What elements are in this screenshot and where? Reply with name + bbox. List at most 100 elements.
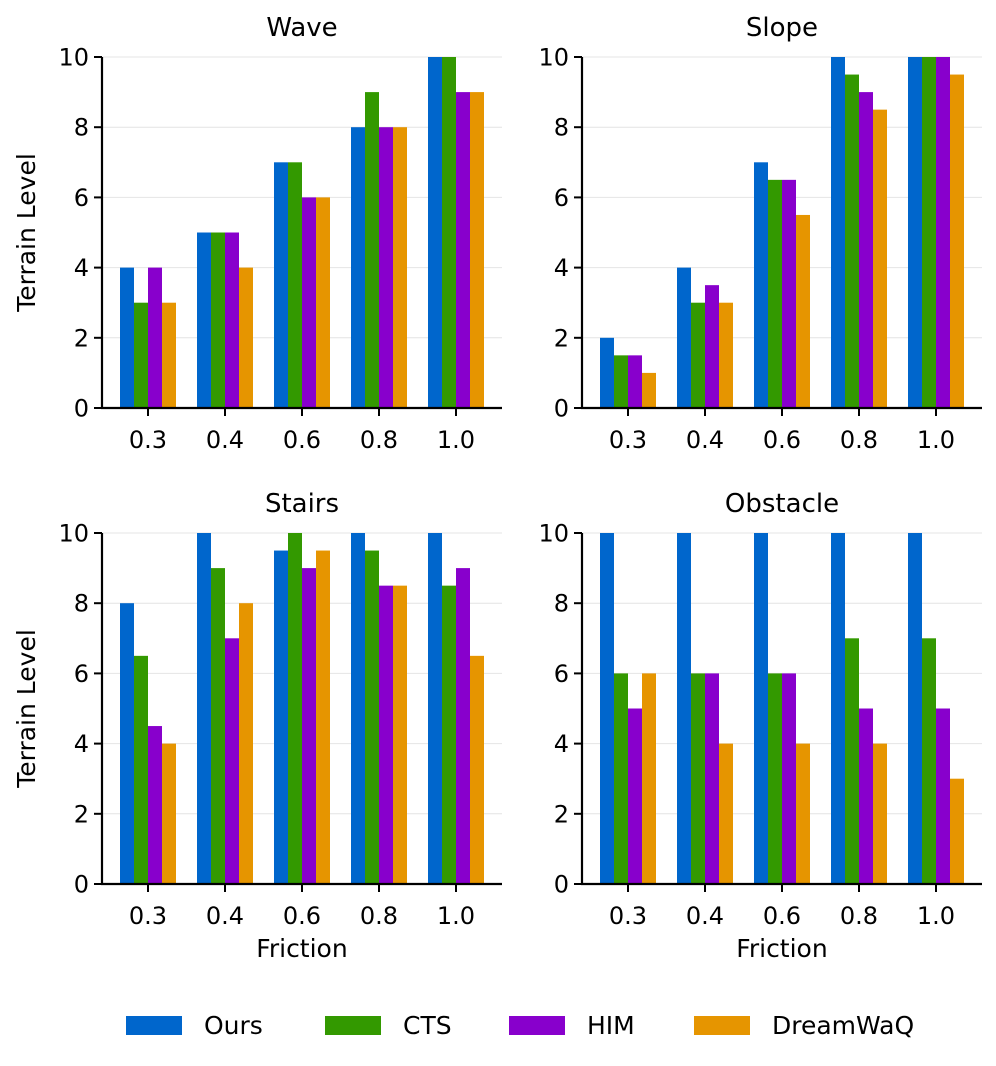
y-tick-label: 2 [554,800,569,828]
y-tick-label: 8 [74,590,89,618]
y-tick-label: 6 [74,184,89,212]
bar-stairs-him-0-6 [302,568,316,884]
bar-obstacle-ours-0-4 [677,533,691,884]
bar-stairs-cts-0-8 [365,550,379,884]
x-tick-label: 0.4 [206,426,244,454]
bar-slope-him-1-0 [936,57,950,408]
bar-stairs-dreamwaq-1-0 [470,655,484,884]
y-tick-label: 6 [554,660,569,688]
bar-obstacle-cts-1-0 [922,638,936,884]
legend-swatch [325,1016,381,1035]
x-tick-label: 0.4 [686,426,724,454]
bar-obstacle-him-0-8 [859,708,873,884]
x-tick-label: 0.8 [360,902,398,930]
y-tick-label: 2 [74,800,89,828]
bar-slope-cts-1-0 [922,57,936,408]
bar-slope-dreamwaq-0-8 [873,109,887,409]
bar-stairs-cts-0-6 [288,533,302,884]
bar-obstacle-dreamwaq-0-6 [796,743,810,884]
x-tick-label: 1.0 [917,426,955,454]
bar-obstacle-dreamwaq-0-8 [873,743,887,884]
y-tick-label: 10 [538,44,569,72]
x-tick-label: 0.3 [129,902,167,930]
bar-obstacle-dreamwaq-1-0 [950,778,964,884]
bar-obstacle-ours-1-0 [908,533,922,884]
x-tick-label: 0.8 [840,426,878,454]
bar-stairs-him-0-8 [379,585,393,884]
y-tick-label: 4 [74,254,89,282]
bar-obstacle-cts-0-6 [768,673,782,884]
x-tick-label: 0.6 [283,902,321,930]
bar-wave-him-0-4 [225,232,239,408]
bar-slope-him-0-6 [782,179,796,408]
y-tick-label: 8 [554,590,569,618]
bar-stairs-dreamwaq-0-6 [316,550,330,884]
bar-wave-cts-0-8 [365,92,379,408]
bar-wave-ours-0-8 [351,127,365,408]
legend: Ours CTS HIM DreamWaQ [126,1011,914,1040]
y-tick-label: 2 [74,324,89,352]
bar-slope-dreamwaq-0-6 [796,214,810,408]
y-axis-label: Terrain Level [12,629,41,789]
bar-wave-cts-0-6 [288,162,302,408]
bar-wave-him-1-0 [456,92,470,408]
bar-wave-cts-0-4 [211,232,225,408]
bar-stairs-dreamwaq-0-3 [162,743,176,884]
panel-obstacle: 0.3 0.4 0.6 0.8 1.0 0 2 4 6 8 10 Obstacle Friction [538,489,982,963]
bar-wave-ours-0-3 [120,267,134,408]
bar-obstacle-him-0-6 [782,673,796,884]
bar-stairs-ours-0-3 [120,603,134,884]
legend-item-him: HIM [509,1011,635,1040]
bar-obstacle-cts-0-3 [614,673,628,884]
panel-stairs: 0.3 0.4 0.6 0.8 1.0 0 2 4 6 8 10 Stairs Terrain Leve… [12,489,502,963]
x-tick-label: 0.4 [206,902,244,930]
bar-stairs-ours-1-0 [428,533,442,884]
bar-wave-cts-1-0 [442,57,456,408]
x-tick-label: 0.3 [129,426,167,454]
bar-slope-cts-0-3 [614,355,628,408]
legend-item-dreamwaq: DreamWaQ [694,1011,914,1040]
bar-wave-dreamwaq-0-4 [239,267,253,408]
bar-obstacle-dreamwaq-0-3 [642,673,656,884]
y-tick-label: 10 [538,520,569,548]
x-tick-label: 0.3 [609,426,647,454]
bar-wave-ours-1-0 [428,57,442,408]
bar-slope-him-0-8 [859,92,873,408]
bar-stairs-ours-0-8 [351,533,365,884]
bar-stairs-him-0-4 [225,638,239,884]
y-tick-label: 8 [74,114,89,142]
x-tick-label: 0.8 [360,426,398,454]
bar-stairs-ours-0-4 [197,533,211,884]
bar-stairs-cts-0-4 [211,568,225,884]
bar-slope-dreamwaq-1-0 [950,74,964,409]
legend-swatch [509,1016,565,1035]
x-tick-label: 1.0 [437,902,475,930]
x-tick-label: 0.6 [283,426,321,454]
bar-slope-cts-0-6 [768,179,782,408]
bar-obstacle-cts-0-8 [845,638,859,884]
y-tick-label: 0 [74,871,89,899]
legend-item-cts: CTS [325,1011,452,1040]
bar-stairs-him-0-3 [148,726,162,884]
bar-slope-dreamwaq-0-4 [719,302,733,408]
bar-wave-dreamwaq-0-3 [162,302,176,408]
y-tick-label: 2 [554,324,569,352]
bar-stairs-dreamwaq-0-8 [393,585,407,884]
legend-swatch [126,1016,182,1035]
bar-slope-ours-0-4 [677,267,691,408]
bar-obstacle-him-0-3 [628,708,642,884]
panel-title: Wave [266,13,337,43]
bar-wave-cts-0-3 [134,302,148,408]
y-tick-label: 4 [554,254,569,282]
bar-obstacle-dreamwaq-0-4 [719,743,733,884]
bar-slope-ours-0-3 [600,337,614,408]
y-tick-label: 4 [74,730,89,758]
bar-slope-dreamwaq-0-3 [642,372,656,408]
bar-wave-ours-0-6 [274,162,288,408]
bar-stairs-him-1-0 [456,568,470,884]
legend-swatch [694,1016,750,1035]
panel-title: Slope [746,13,818,43]
x-tick-label: 0.6 [763,426,801,454]
panel-slope: 0.3 0.4 0.6 0.8 1.0 0 2 4 6 8 10 Slope [538,13,982,454]
